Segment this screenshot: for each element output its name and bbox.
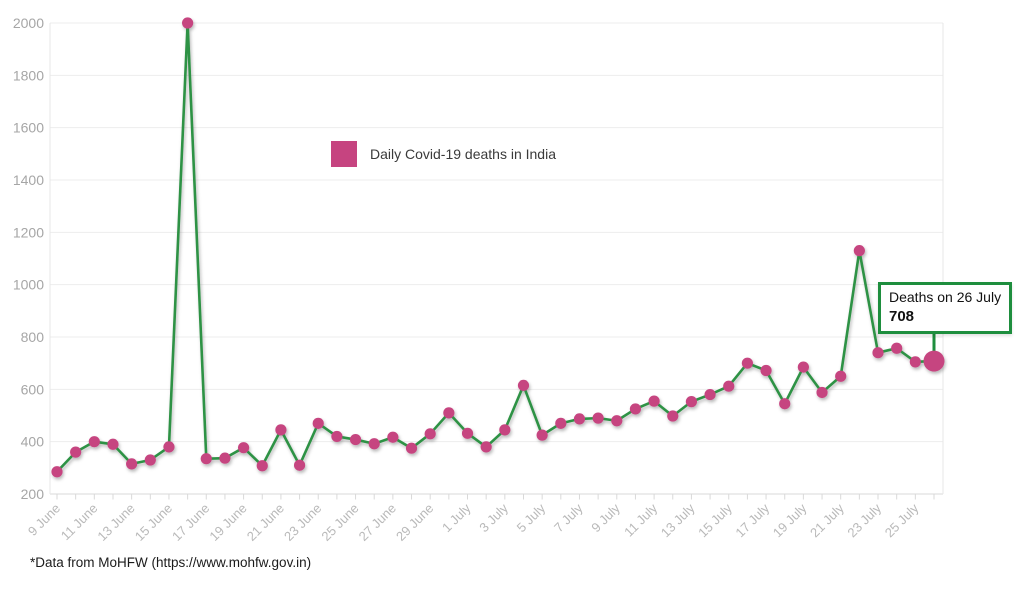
svg-text:17 July: 17 July <box>732 500 772 540</box>
data-point <box>126 458 138 470</box>
data-point <box>461 427 474 439</box>
data-point <box>182 17 194 29</box>
data-point <box>629 403 642 415</box>
svg-text:5 July: 5 July <box>514 500 549 535</box>
svg-text:200: 200 <box>21 486 45 502</box>
data-point <box>723 380 735 392</box>
svg-text:27 June: 27 June <box>356 501 399 544</box>
data-point <box>51 466 63 478</box>
svg-text:17 June: 17 June <box>169 501 212 544</box>
data-point <box>368 438 380 450</box>
svg-text:11 June: 11 June <box>58 501 101 544</box>
data-point <box>237 442 250 454</box>
data-point <box>667 410 679 422</box>
gridlines <box>50 22 943 495</box>
data-point <box>760 364 772 377</box>
data-point <box>443 407 455 419</box>
data-point <box>853 245 865 257</box>
data-point <box>144 454 156 466</box>
axis-ticks <box>56 494 935 500</box>
y-axis-labels: 200 400 600 800 1000 1200 1400 1600 1800 2000 <box>13 15 44 502</box>
data-point <box>70 446 82 458</box>
svg-text:23 June: 23 June <box>281 501 324 544</box>
svg-text:29 June: 29 June <box>393 501 436 544</box>
svg-text:9 July: 9 July <box>588 500 623 535</box>
data-point <box>611 415 623 427</box>
data-point <box>779 398 791 410</box>
data-point <box>536 429 548 441</box>
svg-text:600: 600 <box>21 381 45 397</box>
svg-text:15 June: 15 June <box>132 501 175 544</box>
svg-text:1600: 1600 <box>13 120 44 136</box>
series-line <box>56 21 935 473</box>
data-point <box>555 417 567 429</box>
svg-text:13 June: 13 June <box>94 501 137 544</box>
data-point <box>741 357 754 369</box>
svg-text:800: 800 <box>21 329 45 345</box>
data-point <box>88 436 100 448</box>
data-point <box>349 433 362 446</box>
data-point <box>891 342 903 354</box>
svg-text:21 July: 21 July <box>807 500 847 540</box>
data-point <box>909 356 921 368</box>
data-point <box>405 442 418 454</box>
series-daily-deaths <box>51 17 945 478</box>
data-point <box>573 413 586 425</box>
data-point <box>387 431 399 443</box>
svg-text:25 June: 25 June <box>318 501 361 544</box>
data-point <box>816 386 828 399</box>
data-point <box>872 347 884 359</box>
svg-text:19 July: 19 July <box>770 500 810 540</box>
data-point <box>219 452 231 464</box>
svg-text:1000: 1000 <box>13 277 44 293</box>
data-point <box>480 441 492 453</box>
data-point <box>331 430 343 443</box>
data-point <box>275 424 287 436</box>
svg-text:15 July: 15 July <box>695 500 735 540</box>
svg-text:21 June: 21 June <box>244 501 287 544</box>
source-note: *Data from MoHFW (https://www.mohfw.gov.… <box>30 555 312 570</box>
data-point <box>424 428 436 440</box>
data-point <box>517 379 530 392</box>
svg-text:400: 400 <box>21 434 45 450</box>
data-point <box>592 412 604 424</box>
svg-text:1400: 1400 <box>13 172 44 188</box>
svg-text:23 July: 23 July <box>844 500 884 540</box>
svg-text:1200: 1200 <box>13 224 44 240</box>
data-point <box>648 395 660 407</box>
plot-borders <box>49 23 944 494</box>
svg-text:7 July: 7 July <box>551 500 586 535</box>
svg-text:1800: 1800 <box>13 67 44 83</box>
svg-text:13 July: 13 July <box>658 500 698 540</box>
data-point <box>704 388 716 401</box>
data-point <box>256 460 268 472</box>
annotation-value: 708 <box>889 308 915 325</box>
svg-text:3 July: 3 July <box>476 500 511 535</box>
data-point <box>499 424 511 436</box>
highlighted-data-point <box>923 350 945 372</box>
data-point <box>107 438 119 450</box>
data-point <box>835 370 847 382</box>
svg-text:1 July: 1 July <box>439 500 474 535</box>
data-point <box>293 459 306 471</box>
svg-text:11 July: 11 July <box>621 500 660 539</box>
legend-swatch <box>331 141 357 167</box>
data-point <box>685 396 698 408</box>
svg-text:25 July: 25 July <box>882 500 922 540</box>
svg-text:19 June: 19 June <box>206 501 249 544</box>
data-point <box>312 417 324 429</box>
svg-text:2000: 2000 <box>13 15 44 31</box>
annotation-callout: Deaths on 26 July 708 <box>878 282 1013 334</box>
data-points <box>51 17 945 478</box>
chart-legend: Daily Covid-19 deaths in India <box>331 141 556 167</box>
data-point <box>797 361 809 373</box>
data-point <box>163 441 175 453</box>
data-point <box>200 453 212 465</box>
annotation-title: Deaths on 26 July <box>889 289 1002 305</box>
legend-label: Daily Covid-19 deaths in India <box>370 146 556 162</box>
